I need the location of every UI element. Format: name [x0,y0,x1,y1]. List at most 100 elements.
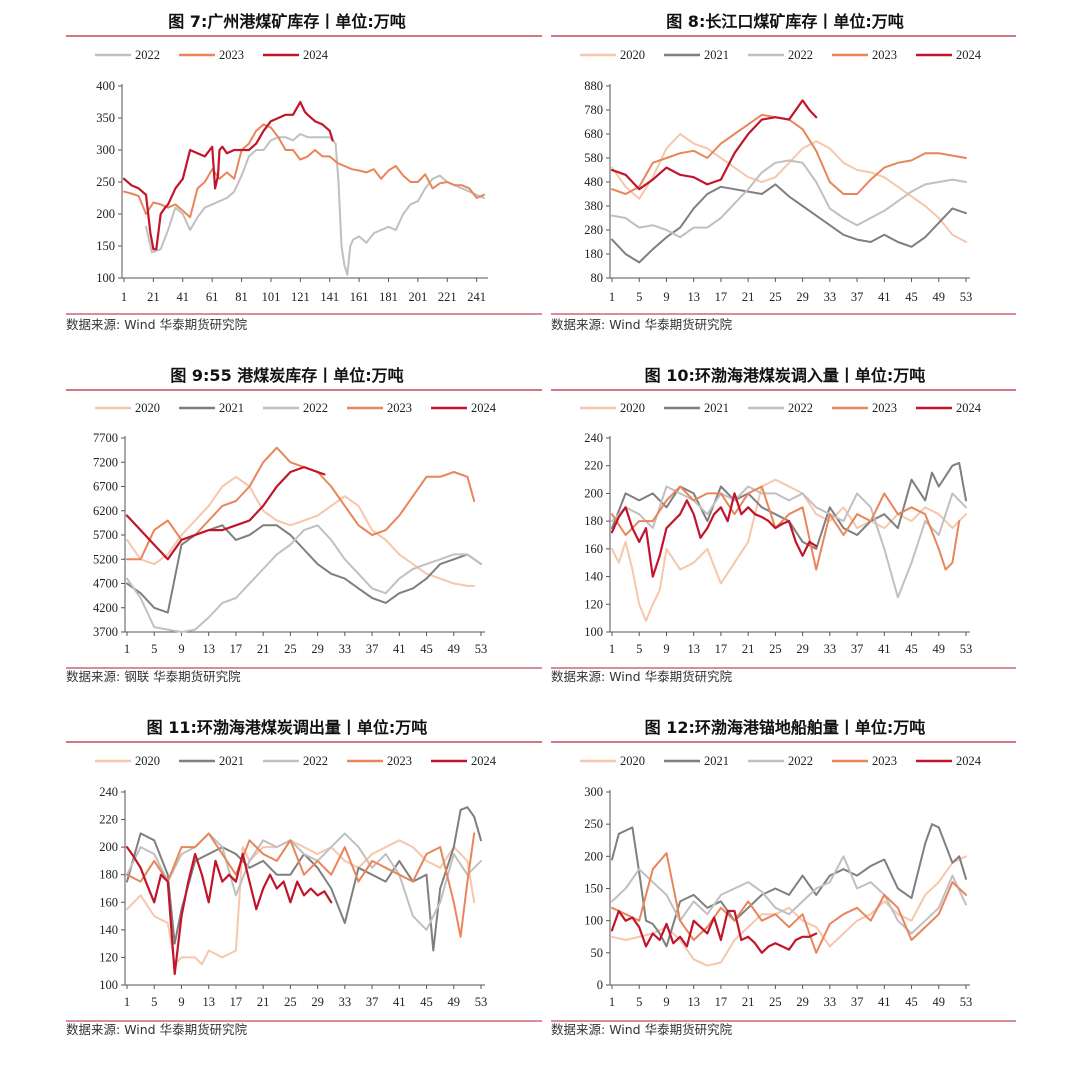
y-tick-label: 150 [96,239,115,253]
x-tick-label: 53 [475,642,488,656]
y-tick-label: 180 [584,247,603,261]
y-tick-label: 0 [597,978,603,992]
y-tick-label: 240 [584,431,603,445]
y-tick-label: 160 [99,895,118,909]
source-label: 数据来源: [551,1022,609,1037]
series-line-2021 [126,806,482,952]
source-text: 钢联 华泰期货研究院 [124,669,241,684]
x-tick-label: 37 [851,642,864,656]
y-tick-label: 6700 [93,480,118,494]
legend-label: 2024 [471,401,497,415]
series-line-2024 [610,492,818,578]
chart-panel-fig7: 图 7:广州港煤矿库存丨单位:万吨 2022 2023 2024 100 150 200 25… [66,12,542,332]
x-tick-label: 49 [933,290,946,304]
x-tick-label: 9 [178,995,184,1009]
x-tick-label: 37 [851,290,864,304]
x-tick-label: 61 [206,290,219,304]
x-tick-label: 29 [796,642,809,656]
x-tick-label: 1 [124,995,130,1009]
chart-legend: 2020 2021 2022 2023 2024 [580,48,982,62]
series-line-2022 [611,485,967,599]
y-tick-label: 250 [96,175,115,189]
y-tick-label: 220 [99,813,118,827]
x-tick-label: 121 [291,290,310,304]
x-tick-label: 1 [609,642,615,656]
source-text: Wind 华泰期货研究院 [124,317,247,332]
legend-label: 2021 [219,401,244,415]
x-tick-label: 1 [124,642,130,656]
series-line-2021 [126,524,482,614]
y-tick-label: 240 [99,785,118,799]
x-tick-label: 41 [878,995,891,1009]
x-tick-label: 29 [796,995,809,1009]
x-tick-label: 45 [905,642,918,656]
series-line-2022 [145,133,485,276]
x-tick-label: 201 [409,290,428,304]
x-tick-label: 1 [609,995,615,1009]
x-tick-label: 13 [687,995,700,1009]
chart-title: 图 9:55 港煤炭库存丨单位:万吨 [170,366,403,385]
x-tick-label: 17 [715,642,728,656]
legend-label: 2021 [219,754,244,768]
x-tick-label: 17 [715,290,728,304]
chart-title: 图 7:广州港煤矿库存丨单位:万吨 [168,12,406,31]
x-tick-label: 41 [878,290,891,304]
x-tick-label: 29 [796,290,809,304]
source-note: 数据来源: 钢联 华泰期货研究院 [66,669,241,684]
x-tick-label: 21 [742,642,755,656]
chart-panel-fig9: 图 9:55 港煤炭库存丨单位:万吨 2020 2021 2022 2023 2024 37… [66,366,542,684]
legend-label: 2023 [387,754,412,768]
x-tick-label: 13 [687,642,700,656]
y-tick-label: 120 [99,950,118,964]
x-tick-label: 41 [393,642,406,656]
legend-label: 2022 [788,401,813,415]
y-tick-label: 400 [96,79,115,93]
x-tick-label: 5 [636,290,642,304]
legend-label: 2022 [788,754,813,768]
source-note: 数据来源: Wind 华泰期货研究院 [551,317,733,332]
x-tick-label: 5 [636,642,642,656]
x-tick-label: 29 [311,995,324,1009]
chart-title: 图 10:环渤海港煤炭调入量丨单位:万吨 [645,366,926,385]
series-line-2024 [125,846,333,976]
series-line-2024 [122,100,334,251]
y-tick-label: 350 [96,111,115,125]
y-tick-label: 3700 [93,625,118,639]
x-tick-label: 9 [663,642,669,656]
legend-label: 2020 [135,754,160,768]
x-tick-label: 241 [467,290,486,304]
x-tick-label: 17 [715,995,728,1009]
series-line-2023 [611,113,967,195]
y-tick-label: 100 [99,978,118,992]
x-tick-label: 33 [824,995,837,1009]
y-tick-label: 100 [584,914,603,928]
x-tick-label: 81 [235,290,248,304]
x-tick-label: 21 [742,995,755,1009]
legend-label: 2024 [303,48,329,62]
source-label: 数据来源: [66,1022,124,1037]
x-tick-label: 41 [177,290,190,304]
series-line-2020 [126,475,476,587]
x-tick-label: 221 [438,290,457,304]
x-tick-label: 53 [960,290,973,304]
legend-label: 2023 [387,401,412,415]
x-tick-label: 49 [448,642,461,656]
x-tick-label: 25 [769,290,782,304]
y-tick-label: 80 [591,271,604,285]
x-tick-label: 25 [284,642,297,656]
legend-label: 2023 [872,401,897,415]
x-tick-label: 13 [687,290,700,304]
source-note: 数据来源: Wind 华泰期货研究院 [551,669,733,684]
x-tick-label: 141 [320,290,339,304]
series-line-2023 [611,485,961,571]
legend-label: 2024 [956,48,982,62]
x-tick-label: 53 [960,642,973,656]
y-tick-label: 200 [584,486,603,500]
y-tick-label: 6200 [93,504,118,518]
y-tick-label: 50 [591,946,604,960]
legend-label: 2022 [303,401,328,415]
y-tick-label: 5200 [93,552,118,566]
y-tick-label: 7700 [93,431,118,445]
legend-label: 2021 [704,48,729,62]
